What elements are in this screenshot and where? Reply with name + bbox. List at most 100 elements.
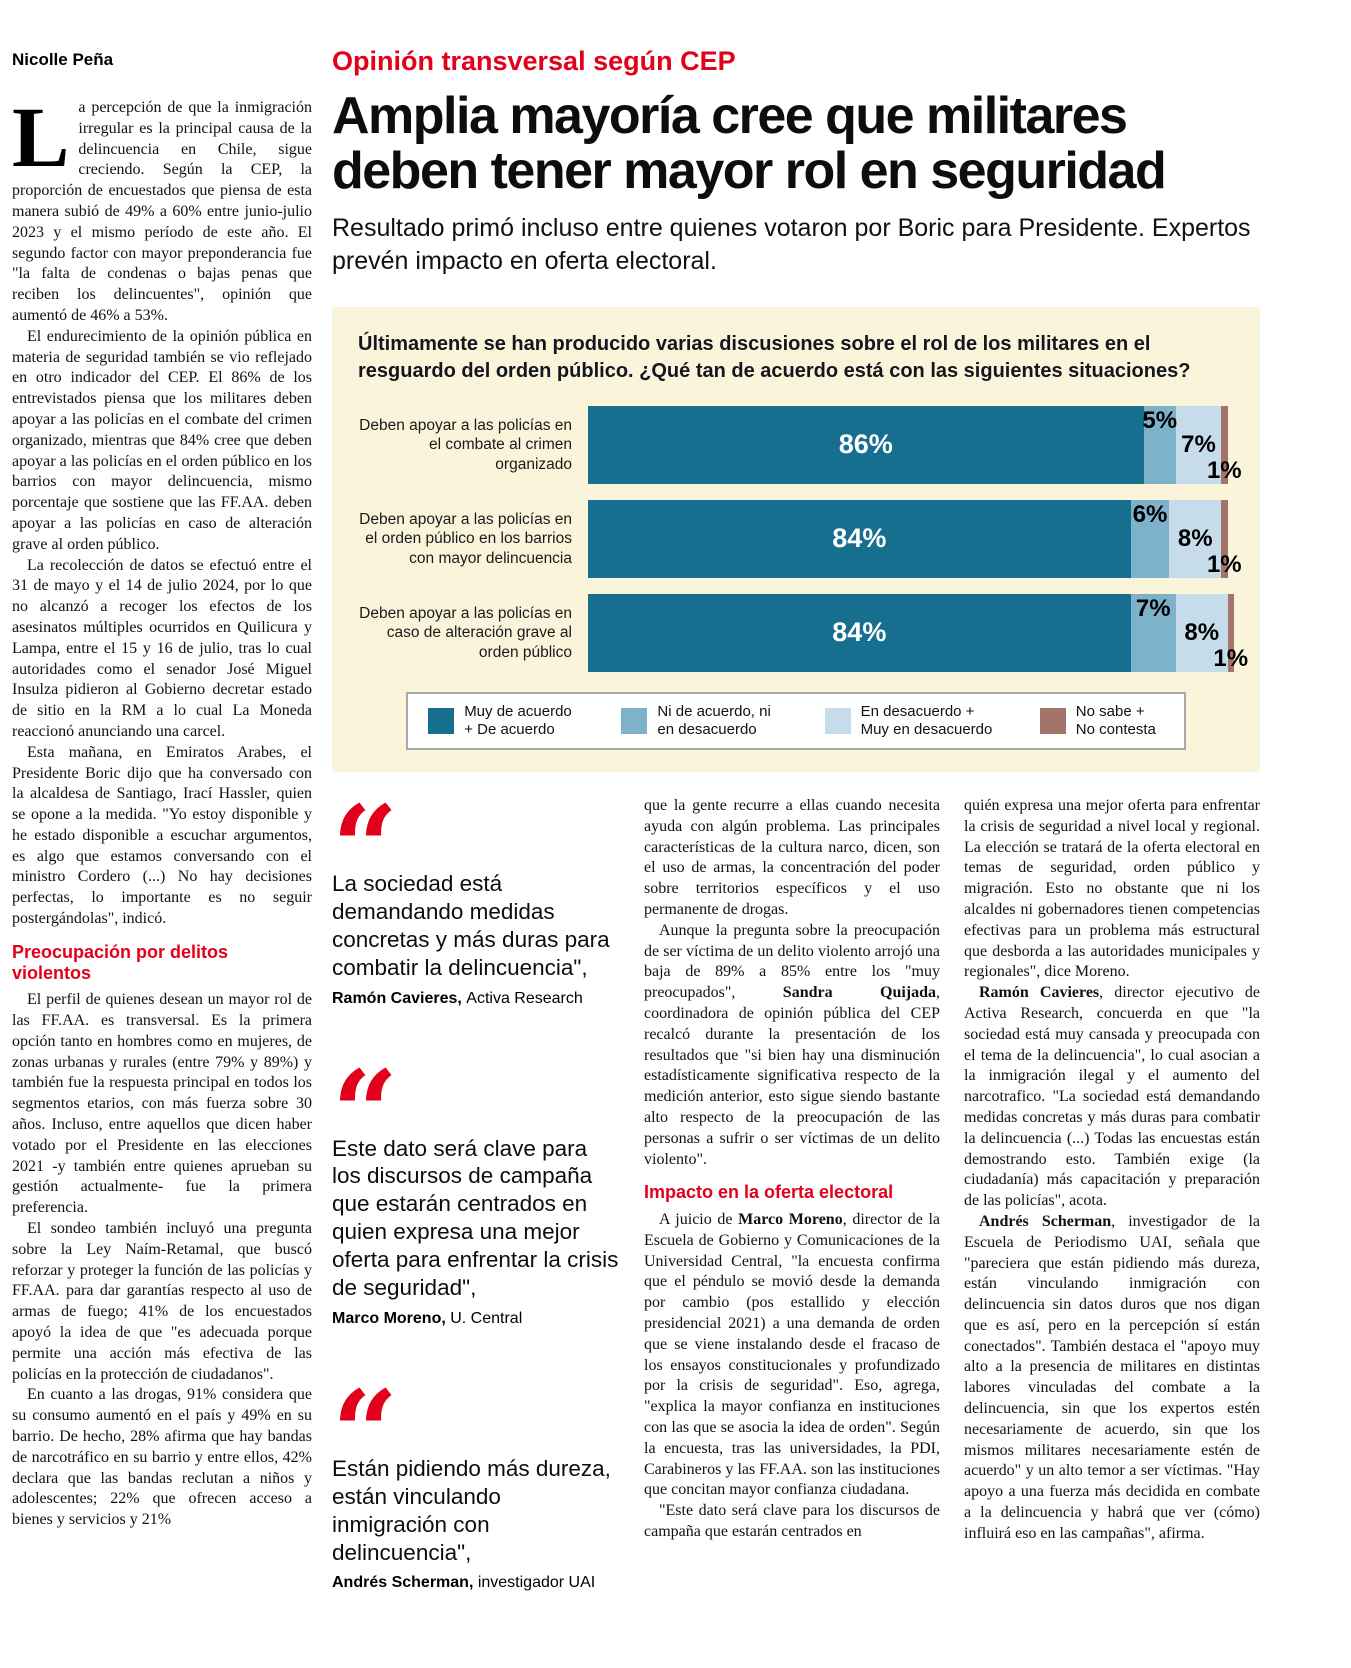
bar: 86% 5% 7% 1%: [588, 405, 1242, 484]
quote-block: “ Están pidiendo más dureza, están vincul…: [332, 1381, 620, 1594]
quote-affiliation: U. Central: [450, 1309, 523, 1327]
left-paragraph-group-2: El perfil de quienes desean un mayor rol…: [12, 990, 312, 1531]
bar-segment-2: [1130, 499, 1170, 578]
paragraph: En cuanto a las drogas, 91% considera qu…: [12, 1386, 312, 1529]
bar-segment-4: [1227, 593, 1234, 672]
bar-segment-2: [1130, 593, 1176, 672]
legend-swatch: [824, 707, 851, 734]
bar-segment-1: 84%: [588, 499, 1131, 578]
bar-segment-1: 84%: [588, 593, 1131, 672]
legend-swatch: [621, 707, 648, 734]
quote-attribution: Andrés Scherman, investigador UAI: [332, 1573, 620, 1593]
quote-icon: “: [332, 1381, 620, 1447]
bar-value-3: 8%: [1177, 524, 1213, 552]
deck: Resultado primó incluso entre quienes vo…: [332, 214, 1251, 275]
quote-affiliation: investigador UAI: [477, 1574, 596, 1592]
quote-author: Marco Moreno,: [332, 1309, 451, 1327]
bar-value-3: 8%: [1184, 618, 1220, 646]
legend-item: Muy de acuerdo + De acuerdo: [428, 703, 582, 739]
paragraph: Aunque la pregunta sobre la preocupación…: [644, 921, 941, 1168]
quote-icon: “: [332, 1061, 620, 1127]
subhead-delitos-violentos: Preocupación por delitos violentos: [12, 941, 229, 983]
bar-value-2: 6%: [1132, 500, 1168, 528]
chart: Últimamente se han producido varias disc…: [332, 307, 1260, 772]
quote-icon: “: [332, 796, 620, 862]
legend-label: En desacuerdo + Muy en desacuerdo: [860, 702, 993, 738]
col2-paragraph-group-2: A juicio de Marco Moreno, director de la…: [644, 1210, 940, 1543]
bold-name: Ramón Cavieres: [979, 984, 1100, 1002]
bar-value-primary: 84%: [832, 523, 887, 554]
legend-item: No sabe + No contesta: [1039, 702, 1164, 739]
chart-rows: Deben apoyar a las policías en el combat…: [358, 405, 1248, 672]
bar-value-primary: 84%: [832, 617, 887, 648]
quotes-column: “ La sociedad está demandando medidas con…: [332, 796, 620, 1645]
bar-segment-4: [1221, 499, 1228, 578]
bar: 84% 6% 8% 1%: [588, 499, 1242, 578]
bar-value-primary: 86%: [838, 429, 893, 460]
bold-name: Andrés Scherman: [979, 1212, 1112, 1230]
paragraph: La recolección de datos se efectuó entre…: [12, 556, 312, 740]
paragraph: quién expresa una mejor oferta para enfr…: [964, 796, 1260, 981]
paragraph: El perfil de quienes desean un mayor rol…: [12, 991, 312, 1217]
paragraph: A juicio de Marco Moreno, director de la…: [644, 1211, 941, 1499]
paragraph: El endurecimiento de la opinión pública …: [12, 327, 312, 553]
bar-segment-3: [1175, 593, 1228, 672]
legend-item: En desacuerdo + Muy en desacuerdo: [824, 702, 1001, 739]
quote-text: Este dato será clave para los discursos …: [332, 1135, 619, 1300]
paragraph: El sondeo también incluyó una pregunta s…: [12, 1220, 312, 1383]
quote-block: “ La sociedad está demandando medidas con…: [332, 796, 620, 1009]
bar-value-2: 7%: [1135, 594, 1171, 622]
quote-author: Ramón Cavieres,: [332, 989, 467, 1007]
quote-text: La sociedad está demandando medidas conc…: [332, 870, 610, 980]
bar-segment-2: [1143, 405, 1176, 484]
legend-label: Ni de acuerdo, ni en desacuerdo: [657, 702, 771, 738]
bar-value-2: 5%: [1142, 406, 1178, 434]
bar-value-4: 1%: [1206, 456, 1242, 484]
bar-segments: 84%: [588, 499, 1234, 578]
bar-segments: 84%: [588, 593, 1234, 672]
legend-item: Ni de acuerdo, ni en desacuerdo: [621, 703, 785, 739]
legend-swatch: [1039, 707, 1066, 734]
byline: Nicolle Peña: [12, 50, 114, 69]
bar-category-label: Deben apoyar a las policías en el combat…: [359, 416, 572, 473]
paragraph: que la gente recurre a ellas cuando nece…: [644, 796, 940, 918]
dropcap: L: [12, 89, 70, 185]
bar-category-label: Deben apoyar a las policías en el orden …: [359, 510, 572, 567]
paragraph: "Este dato será clave para los discursos…: [644, 1502, 940, 1540]
quote-attribution: Ramón Cavieres, Activa Research: [332, 989, 620, 1009]
headline: Amplia mayoría cree que militares deben …: [332, 87, 1167, 200]
bar-category-label: Deben apoyar a las policías en caso de a…: [359, 604, 572, 661]
chart-title: Últimamente se han producido varias disc…: [358, 333, 1191, 382]
legend-swatch: [428, 707, 455, 734]
chart-row: Deben apoyar a las policías en el orden …: [358, 499, 1242, 578]
left-paragraph-group-1: El endurecimiento de la opinión pública …: [12, 327, 312, 930]
article-column-2: que la gente recurre a ellas cuando nece…: [644, 796, 940, 1645]
bar-segment-3: [1169, 499, 1222, 578]
bold-name: Sandra Quijada: [782, 984, 937, 1002]
legend-label: Muy de acuerdo + De acuerdo: [464, 702, 572, 738]
bar-segments: 86%: [588, 405, 1234, 484]
quote-attribution: Marco Moreno, U. Central: [332, 1309, 620, 1329]
legend-label: No sabe + No contesta: [1075, 702, 1156, 738]
lead-text: a percepción de que la inmigración irreg…: [12, 99, 312, 324]
bar-value-4: 1%: [1213, 644, 1249, 672]
bar-value-4: 1%: [1206, 550, 1242, 578]
main-column: Opinión transversal según CEP Amplia may…: [332, 48, 1260, 1645]
chart-row: Deben apoyar a las policías en el combat…: [358, 405, 1242, 484]
bar-segment-3: [1175, 405, 1222, 484]
kicker: Opinión transversal según CEP: [332, 46, 736, 76]
quote-author: Andrés Scherman,: [332, 1574, 478, 1592]
chart-legend: Muy de acuerdo + De acuerdo Ni de acuerdo…: [406, 691, 1186, 750]
chart-row: Deben apoyar a las policías en caso de a…: [358, 593, 1248, 672]
bold-name: Marco Moreno: [738, 1211, 843, 1228]
bar-value-3: 7%: [1181, 430, 1216, 458]
bar-segment-1: 86%: [588, 405, 1144, 484]
quote-text: Están pidiendo más dureza, están vincula…: [332, 1455, 611, 1565]
quote-affiliation: Activa Research: [466, 989, 583, 1007]
bar-segment-4: [1221, 405, 1228, 484]
article-column-3: quién expresa una mejor oferta para enfr…: [964, 796, 1260, 1645]
col3-paragraph-group: quién expresa una mejor oferta para enfr…: [964, 796, 1260, 1545]
